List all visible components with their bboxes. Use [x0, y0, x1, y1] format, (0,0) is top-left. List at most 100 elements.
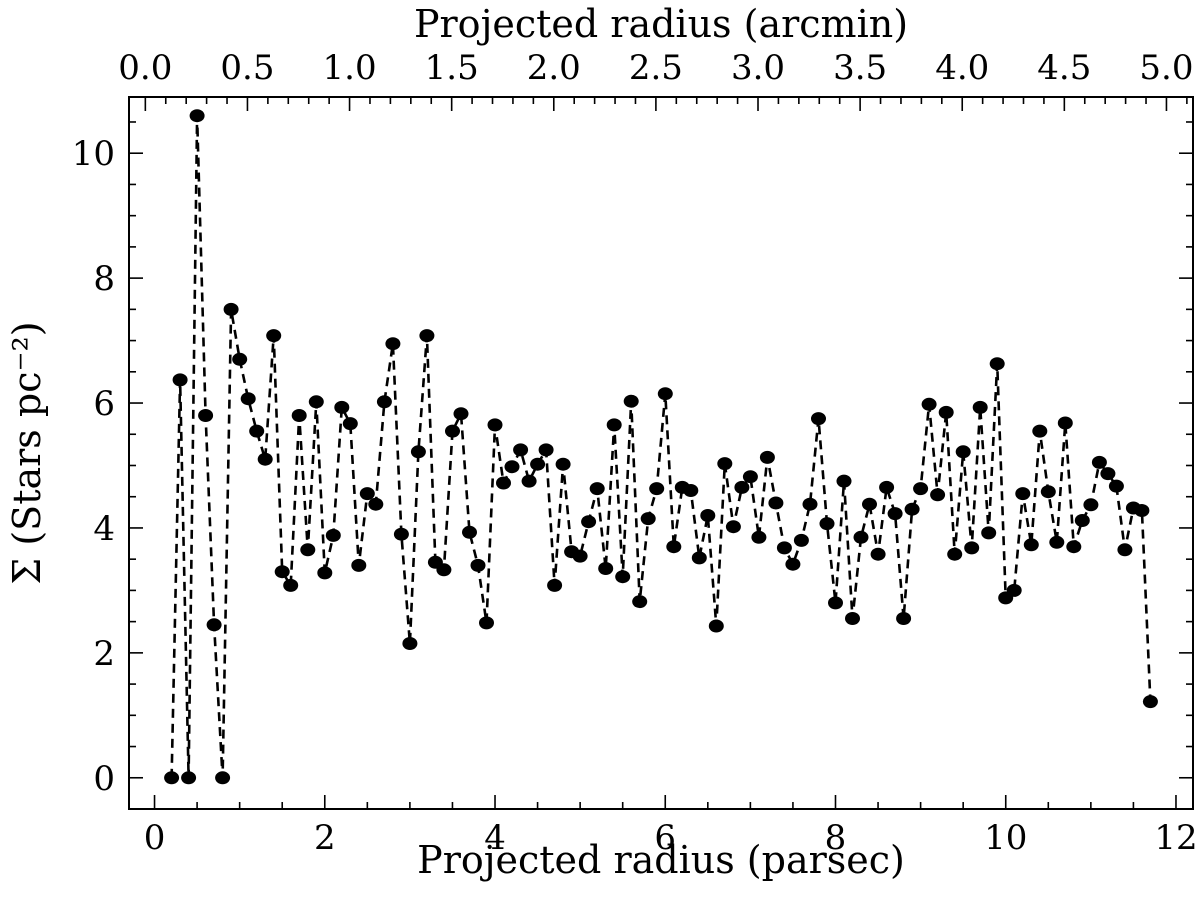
data-point [989, 357, 1005, 371]
data-point [862, 497, 877, 511]
data-point [257, 452, 273, 466]
data-point [725, 520, 741, 534]
x-tick-label: 12 [1154, 818, 1197, 858]
data-point [793, 533, 809, 547]
x2-tick-label: 0.5 [220, 48, 274, 88]
x2-tick-label: 2.5 [629, 48, 683, 88]
x-tick-label: 2 [314, 818, 336, 858]
data-point [1091, 455, 1107, 469]
x2-tick-label: 1.0 [323, 48, 377, 88]
data-point [1117, 543, 1133, 557]
data-point [198, 409, 214, 422]
data-point [955, 445, 971, 459]
data-point [342, 417, 358, 431]
data-point [657, 387, 673, 401]
data-point [496, 476, 511, 490]
data-point [683, 484, 699, 497]
data-point [487, 418, 503, 432]
data-point [547, 578, 563, 592]
data-point [1066, 540, 1082, 554]
data-point [215, 771, 231, 785]
data-point [913, 482, 929, 496]
data-point [896, 612, 912, 625]
x2-tick-labels: 0.0 0.5 1.0 1.5 2.0 2.5 3.0 3.5 4.0 4.5 5.0 [118, 48, 1193, 88]
data-point [708, 619, 724, 633]
data-point [453, 407, 469, 421]
data-point [172, 373, 188, 387]
data-point [811, 412, 826, 426]
data-point [921, 397, 937, 411]
y-tick-label: 6 [93, 384, 115, 424]
data-point [589, 482, 605, 496]
x2-tick-label: 1.5 [425, 48, 479, 88]
data-point [555, 457, 571, 471]
data-point [623, 394, 639, 408]
data-point [164, 771, 180, 785]
data-point [1134, 504, 1150, 517]
data-point [317, 566, 333, 580]
data-point [300, 543, 316, 557]
data-point [572, 549, 588, 563]
y-axis-title: Σ (Stars pc⁻²) [5, 321, 49, 584]
data-point [1057, 416, 1073, 430]
data-point [734, 480, 750, 494]
y-tick-label: 4 [93, 509, 115, 549]
data-point [436, 563, 452, 577]
plot-frame [128, 96, 1194, 810]
x-tick-label: 6 [654, 818, 676, 858]
data-point [768, 496, 784, 510]
data-point [776, 541, 792, 555]
data-point [1015, 487, 1031, 501]
x-tick-label: 4 [484, 818, 506, 858]
data-point [334, 400, 350, 414]
data-point [283, 578, 299, 592]
data-point [538, 443, 554, 457]
data-point [870, 547, 886, 561]
data-point [853, 530, 869, 544]
data-point [691, 551, 707, 565]
x-axis-title: Projected radius (parsec) [417, 838, 905, 882]
data-point [376, 395, 392, 409]
data-point [904, 502, 920, 516]
data-point [240, 392, 256, 406]
data-point [581, 515, 597, 529]
data-point [836, 474, 852, 488]
data-point [291, 409, 307, 422]
data-point [274, 565, 290, 579]
data-point [700, 509, 716, 522]
data-point [981, 526, 997, 540]
data-point [759, 450, 775, 464]
data-point [359, 487, 375, 501]
x-tick-label: 0 [144, 818, 166, 858]
data-point [947, 547, 963, 561]
data-point [385, 337, 401, 351]
data-point [751, 530, 767, 544]
data-point [266, 329, 282, 343]
data-point [1100, 467, 1116, 481]
data-point [632, 595, 648, 609]
data-point [819, 517, 835, 531]
y-tick-label: 8 [93, 259, 115, 299]
data-point [717, 457, 733, 471]
data-point [964, 541, 980, 555]
data-point [249, 424, 265, 438]
data-point [606, 418, 622, 432]
data-point [368, 497, 384, 511]
data-point [845, 612, 860, 625]
data-point [1108, 479, 1124, 493]
data-point [785, 557, 801, 571]
data-points [164, 109, 1158, 785]
x2-tick-label: 0.0 [118, 48, 172, 88]
data-point [598, 562, 614, 575]
x-tick-label: 8 [825, 818, 847, 858]
data-point [419, 329, 435, 343]
data-point [470, 558, 486, 572]
x-tick-labels: 0 2 4 6 8 10 12 [144, 818, 1198, 858]
x2-axis-title: Projected radius (arcmin) [414, 2, 908, 46]
data-point [666, 540, 682, 554]
data-point [530, 457, 546, 471]
data-point [521, 474, 537, 488]
series-line [170, 115, 1152, 778]
data-point [513, 443, 529, 457]
data-point [649, 482, 665, 496]
